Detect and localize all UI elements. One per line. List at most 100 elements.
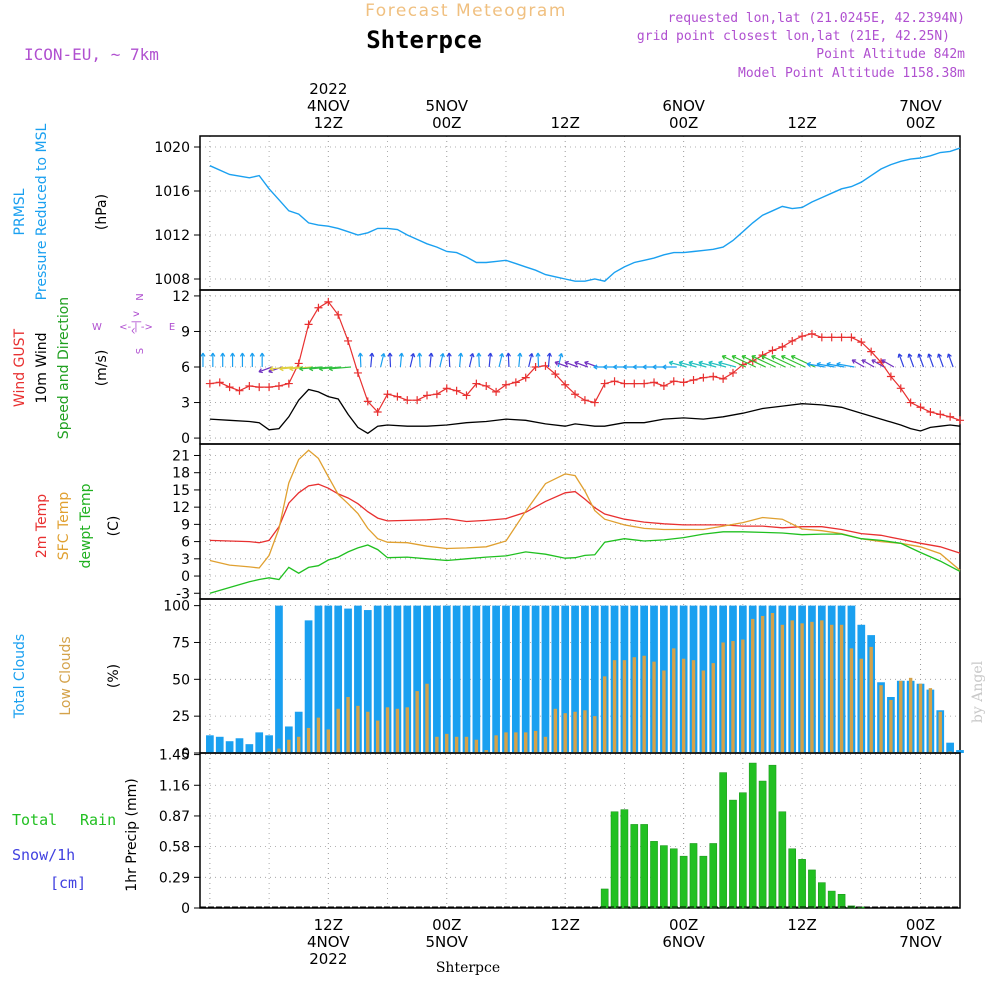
gust-marker — [462, 391, 471, 400]
time-label: 12Z — [551, 916, 580, 934]
rain-bar — [650, 841, 658, 909]
wind-arrow — [662, 364, 677, 370]
low-cloud-bar — [573, 711, 577, 753]
rain-bar — [798, 859, 806, 909]
low-clouds-label: Low Clouds — [58, 636, 74, 715]
wind-arrow — [398, 352, 404, 368]
gust-marker — [620, 379, 629, 388]
low-cloud-bar — [938, 711, 942, 753]
wind-arrow — [771, 354, 796, 368]
y-tick-label: 18 — [172, 466, 190, 482]
gust-marker — [906, 398, 915, 407]
low-cloud-bar — [770, 613, 775, 753]
low-cloud-bar — [346, 697, 350, 753]
low-cloud-bar — [632, 657, 636, 753]
wind-arrow — [927, 353, 934, 368]
location-title: Shterpce — [366, 26, 482, 54]
time-label: 5NOV — [425, 933, 468, 951]
sfc-temp-line — [209, 449, 961, 571]
total-cloud-bar — [541, 605, 550, 753]
gust-marker — [472, 379, 481, 388]
temp-line — [209, 483, 961, 554]
rain-bar — [699, 855, 708, 909]
gust-marker — [383, 390, 392, 399]
wind-arrow — [741, 354, 766, 368]
low-cloud-bar — [425, 683, 429, 753]
total-cloud-bar — [215, 736, 224, 753]
low-cloud-bar — [741, 639, 745, 753]
wind-arrow — [698, 360, 717, 368]
low-cloud-bar — [869, 646, 873, 753]
total-clouds-label: Total Clouds — [12, 634, 28, 719]
low-cloud-bar — [405, 707, 409, 753]
time-label: 12Z — [787, 114, 816, 132]
wind-arrow — [200, 352, 206, 367]
wind-arrow — [468, 352, 475, 368]
gust-marker — [956, 416, 964, 425]
low-cloud-bar — [445, 733, 449, 753]
low-cloud-bar — [760, 615, 765, 753]
wind-arrow — [439, 352, 445, 368]
gust-marker — [511, 378, 520, 387]
total-cloud-bar — [383, 605, 392, 753]
prmsl-label: PRMSL — [12, 188, 28, 235]
gust-marker — [245, 381, 254, 390]
low-cloud-bar — [306, 727, 311, 753]
low-cloud-bar — [464, 736, 469, 753]
time-label: 00Z — [669, 114, 698, 132]
gust-marker — [571, 390, 580, 399]
wind-arrow — [917, 353, 925, 368]
low-cloud-bar — [849, 648, 854, 753]
total-cloud-bar — [946, 742, 954, 753]
wind-arrow — [409, 352, 416, 368]
rain-bar — [600, 888, 609, 909]
wind-arrow — [517, 352, 523, 368]
low-cloud-bar — [484, 750, 488, 753]
gust-marker — [709, 372, 718, 381]
low-cloud-bar — [543, 736, 548, 753]
rain-bar — [660, 845, 668, 909]
total-cloud-bar — [265, 735, 273, 753]
wind-arrow — [387, 352, 393, 368]
gust-label: Wind GUST — [12, 328, 28, 407]
time-label: 00Z — [432, 114, 461, 132]
low-cloud-bar — [662, 670, 666, 753]
wind-arrow — [881, 359, 895, 368]
low-cloud-bar — [751, 618, 755, 753]
total-cloud-bar — [363, 610, 372, 753]
total-cloud-bar — [531, 605, 540, 753]
low-cloud-bar — [356, 705, 360, 753]
gust-marker — [719, 374, 728, 383]
low-cloud-bar — [879, 685, 883, 753]
clouds-unit: (%) — [106, 664, 122, 688]
low-cloud-bar — [839, 624, 844, 753]
gust-marker — [768, 346, 777, 355]
wind-arrow — [861, 359, 875, 368]
gust-marker — [728, 368, 737, 377]
low-cloud-bar — [474, 739, 479, 753]
low-cloud-bar — [918, 683, 923, 753]
wind-arrow — [708, 360, 727, 368]
gust-marker — [600, 379, 609, 388]
dewpt-label: dewpt Temp — [78, 483, 94, 568]
low-cloud-bar — [553, 708, 558, 753]
wind-dir-label: Speed and Direction — [56, 297, 72, 439]
gust-marker — [442, 384, 451, 393]
wind-arrow — [751, 354, 776, 368]
wind-arrow — [476, 352, 482, 368]
gust-marker — [640, 379, 649, 388]
total-cloud-bar — [492, 605, 500, 753]
compass-n: N — [135, 293, 146, 300]
gust-marker — [679, 378, 688, 387]
rain-bar — [630, 824, 639, 909]
requested-coords: requested lon,lat (21.0245E, 42.2394N) — [668, 11, 965, 26]
total-cloud-bar — [581, 605, 589, 753]
y-tick-label: 0.58 — [159, 840, 190, 856]
rain-bar — [669, 848, 678, 909]
total-cloud-bar — [452, 605, 461, 753]
gust-marker — [482, 381, 491, 390]
compass-arrows-v: ^ | v — [131, 311, 142, 335]
grid-point-coords: grid point closest lon,lat (21E, 42.25N) — [637, 29, 950, 44]
